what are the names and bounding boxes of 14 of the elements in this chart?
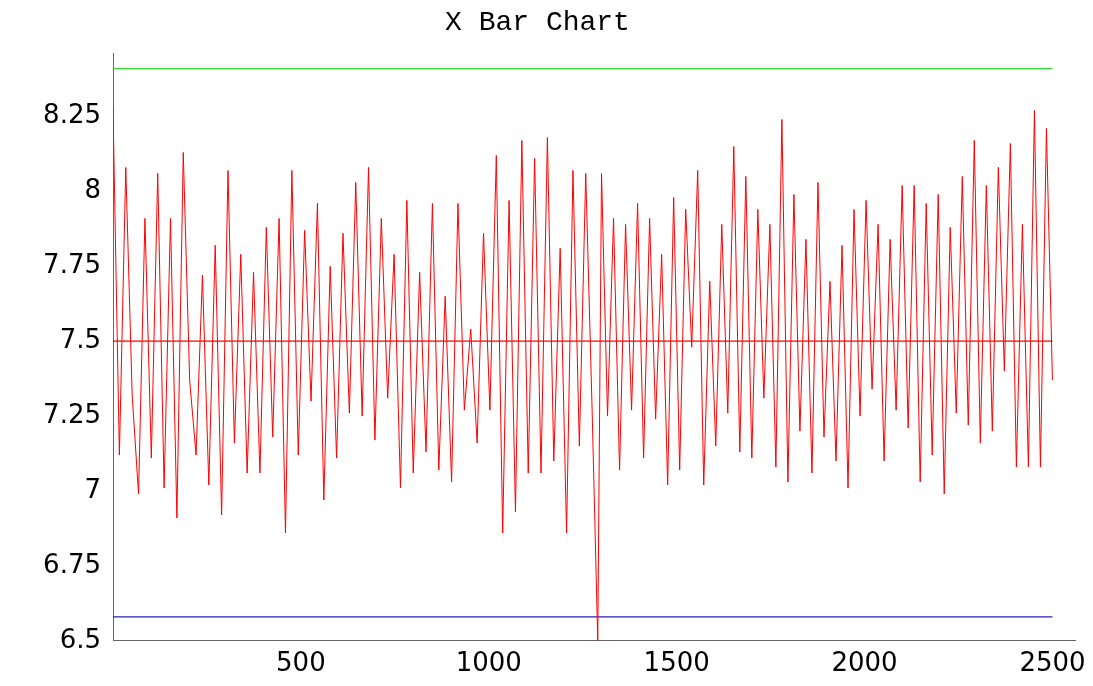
y-tick-label: 8.25 (43, 99, 101, 130)
y-tick-label: 8 (84, 174, 101, 205)
x-tick-label: 2000 (831, 647, 898, 678)
y-tick-label: 7 (84, 473, 101, 504)
chart-title: X Bar Chart (445, 7, 630, 39)
y-tick-label: 6.75 (43, 548, 101, 579)
y-tick-label: 7.25 (43, 398, 101, 429)
x-tick-label: 1000 (455, 647, 522, 678)
x-tick-label: 2500 (1019, 647, 1086, 678)
y-tick-label: 7.5 (59, 323, 101, 354)
y-tick-label: 7.75 (43, 249, 101, 280)
x-tick-label: 1500 (643, 647, 710, 678)
y-tick-label: 6.5 (59, 623, 101, 654)
x-tick-label: 500 (276, 647, 326, 678)
